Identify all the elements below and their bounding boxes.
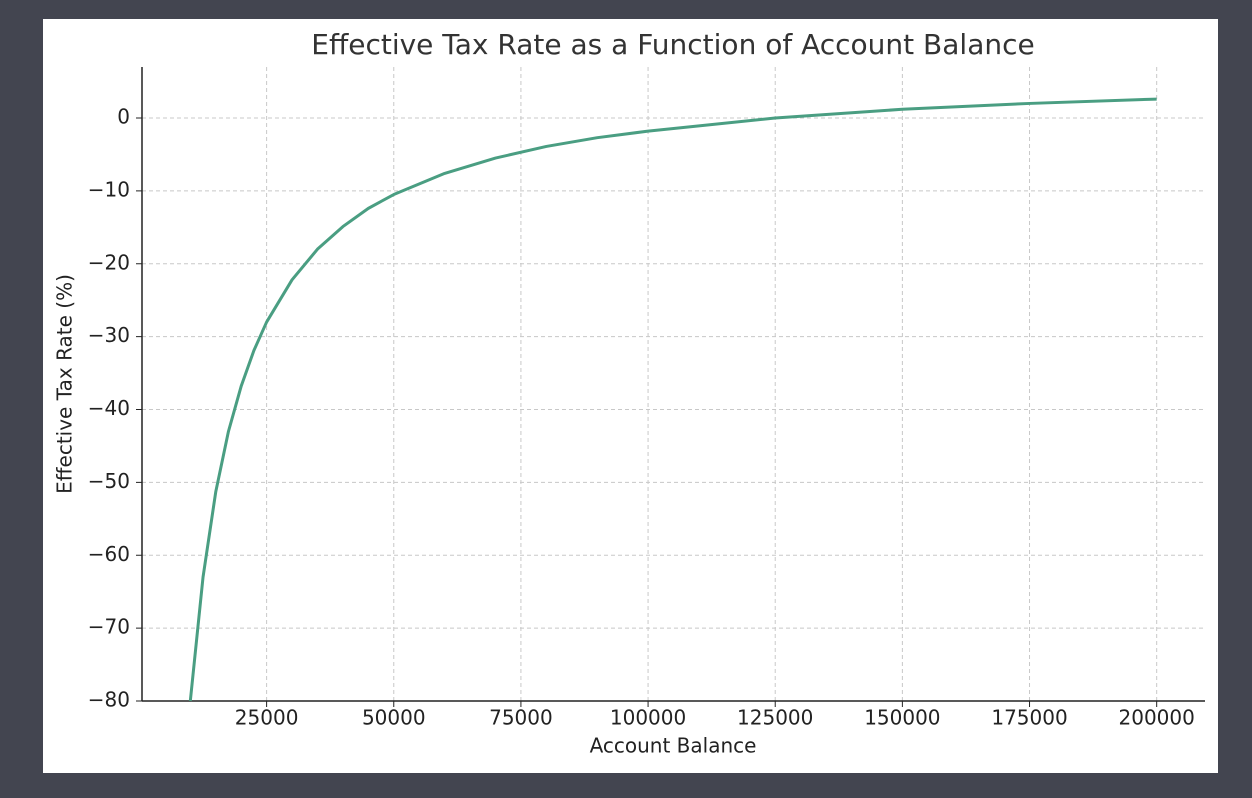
y-tick-label: −50 [88,469,130,493]
plot: −80 −70 −60 −50 −40 −30 −20 −10 0 25000 50000 75000… [88,67,1205,730]
y-tick-label: −30 [88,323,130,347]
x-tick-label: 50000 [362,706,426,730]
x-tick-label: 175000 [991,706,1067,730]
y-tick-label: −20 [88,250,130,274]
y-tick-label: −80 [88,688,130,712]
y-tick-label: −10 [88,177,130,201]
y-tick-label: −70 [88,615,130,639]
x-tick-label: 100000 [610,706,686,730]
y-tick-label: −60 [88,542,130,566]
y-tick-label: −40 [88,396,130,420]
x-tick-label: 200000 [1119,706,1195,730]
x-tick-label: 75000 [489,706,553,730]
chart-title: Effective Tax Rate as a Function of Acco… [311,28,1034,61]
x-tick-label: 150000 [864,706,940,730]
y-tick-label: 0 [117,105,130,129]
line-series [188,97,1157,702]
y-axis-label: Effective Tax Rate (%) [53,274,77,494]
x-axis-label: Account Balance [590,734,757,758]
x-tick-label: 125000 [737,706,813,730]
x-tick-label: 25000 [235,706,299,730]
